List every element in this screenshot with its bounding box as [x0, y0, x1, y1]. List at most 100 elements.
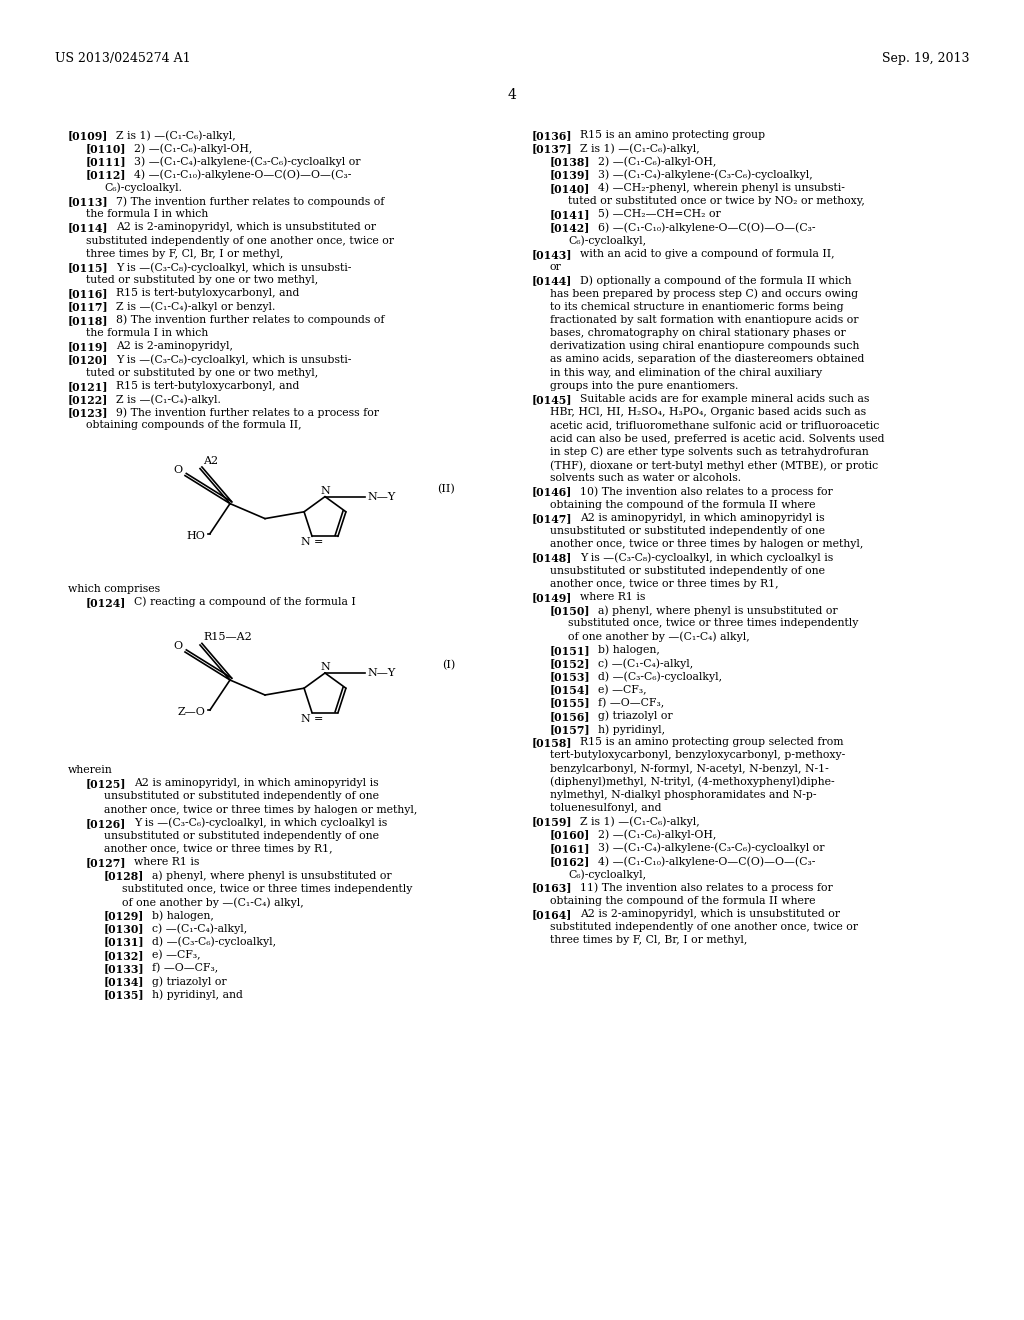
Text: substituted independently of one another once, twice or: substituted independently of one another… [86, 235, 394, 246]
Text: another once, twice or three times by halogen or methyl,: another once, twice or three times by ha… [550, 539, 863, 549]
Text: [0156]: [0156] [550, 710, 591, 722]
Text: A2 is 2-aminopyridyl, which is unsubstituted or: A2 is 2-aminopyridyl, which is unsubstit… [580, 908, 840, 919]
Text: as amino acids, separation of the diastereomers obtained: as amino acids, separation of the diaste… [550, 354, 864, 364]
Text: [0115]: [0115] [68, 261, 109, 273]
Text: unsubstituted or substituted independently of one: unsubstituted or substituted independent… [550, 525, 825, 536]
Text: 2) —(C₁-C₆)-alkyl-OH,: 2) —(C₁-C₆)-alkyl-OH, [134, 143, 252, 153]
Text: tert-butyloxycarbonyl, benzyloxycarbonyl, p-methoxy-: tert-butyloxycarbonyl, benzyloxycarbonyl… [550, 750, 845, 760]
Text: C₆)-cycloalkyl.: C₆)-cycloalkyl. [104, 182, 182, 193]
Text: [0154]: [0154] [550, 684, 591, 696]
Text: of one another by —(C₁-C₄) alkyl,: of one another by —(C₁-C₄) alkyl, [568, 631, 750, 642]
Text: [0163]: [0163] [532, 882, 572, 894]
Text: substituted once, twice or three times independently: substituted once, twice or three times i… [568, 618, 858, 628]
Text: 3) —(C₁-C₄)-alkylene-(C₃-C₆)-cycloalkyl,: 3) —(C₁-C₄)-alkylene-(C₃-C₆)-cycloalkyl, [598, 169, 813, 180]
Text: where R1 is: where R1 is [580, 591, 645, 602]
Text: A2 is 2-aminopyridyl,: A2 is 2-aminopyridyl, [116, 341, 233, 351]
Text: [0145]: [0145] [532, 393, 572, 405]
Text: [0160]: [0160] [550, 829, 591, 841]
Text: (THF), dioxane or tert-butyl methyl ether (MTBE), or protic: (THF), dioxane or tert-butyl methyl ethe… [550, 459, 879, 470]
Text: N: N [321, 663, 330, 672]
Text: Z is 1) —(C₁-C₆)-alkyl,: Z is 1) —(C₁-C₆)-alkyl, [580, 143, 699, 153]
Text: Sep. 19, 2013: Sep. 19, 2013 [883, 51, 970, 65]
Text: toluenesulfonyl, and: toluenesulfonyl, and [550, 803, 662, 813]
Text: of one another by —(C₁-C₄) alkyl,: of one another by —(C₁-C₄) alkyl, [122, 898, 304, 908]
Text: [0158]: [0158] [532, 737, 572, 748]
Text: HBr, HCl, HI, H₂SO₄, H₃PO₄, Organic based acids such as: HBr, HCl, HI, H₂SO₄, H₃PO₄, Organic base… [550, 407, 866, 417]
Text: [0162]: [0162] [550, 855, 591, 867]
Text: N: N [300, 537, 310, 548]
Text: 5) —CH₂—CH=CH₂ or: 5) —CH₂—CH=CH₂ or [598, 209, 721, 219]
Text: 4: 4 [508, 88, 516, 102]
Text: A2: A2 [203, 455, 218, 466]
Text: tuted or substituted once or twice by NO₂ or methoxy,: tuted or substituted once or twice by NO… [568, 195, 865, 206]
Text: [0122]: [0122] [68, 393, 109, 405]
Text: [0136]: [0136] [532, 129, 572, 141]
Text: 2) —(C₁-C₆)-alkyl-OH,: 2) —(C₁-C₆)-alkyl-OH, [598, 156, 717, 166]
Text: c) —(C₁-C₄)-alkyl,: c) —(C₁-C₄)-alkyl, [598, 657, 693, 668]
Text: A2 is 2-aminopyridyl, which is unsubstituted or: A2 is 2-aminopyridyl, which is unsubstit… [116, 222, 376, 232]
Text: h) pyridinyl,: h) pyridinyl, [598, 723, 666, 734]
Text: unsubstituted or substituted independently of one: unsubstituted or substituted independent… [550, 565, 825, 576]
Text: b) halogen,: b) halogen, [152, 911, 214, 921]
Text: Y is —(C₃-C₆)-cycloalkyl, in which cycloalkyl is: Y is —(C₃-C₆)-cycloalkyl, in which cyclo… [134, 818, 387, 829]
Text: C₆)-cycloalkyl,: C₆)-cycloalkyl, [568, 869, 646, 879]
Text: (diphenyl)methyl, N-trityl, (4-methoxyphenyl)diphe-: (diphenyl)methyl, N-trityl, (4-methoxyph… [550, 776, 835, 787]
Text: three times by F, Cl, Br, I or methyl,: three times by F, Cl, Br, I or methyl, [550, 935, 748, 945]
Text: three times by F, Cl, Br, I or methyl,: three times by F, Cl, Br, I or methyl, [86, 248, 284, 259]
Text: US 2013/0245274 A1: US 2013/0245274 A1 [55, 51, 190, 65]
Text: [0119]: [0119] [68, 341, 109, 352]
Text: the formula I in which: the formula I in which [86, 327, 208, 338]
Text: tuted or substituted by one or two methyl,: tuted or substituted by one or two methy… [86, 275, 318, 285]
Text: substituted independently of one another once, twice or: substituted independently of one another… [550, 921, 858, 932]
Text: [0155]: [0155] [550, 697, 591, 709]
Text: Y is —(C₃-C₈)-cycloalkyl, which is unsubsti-: Y is —(C₃-C₈)-cycloalkyl, which is unsub… [116, 261, 351, 272]
Text: acid can also be used, preferred is acetic acid. Solvents used: acid can also be used, preferred is acet… [550, 433, 885, 444]
Text: [0148]: [0148] [532, 552, 572, 564]
Text: [0138]: [0138] [550, 156, 591, 168]
Text: 3) —(C₁-C₄)-alkylene-(C₃-C₆)-cycloalkyl or: 3) —(C₁-C₄)-alkylene-(C₃-C₆)-cycloalkyl … [598, 842, 824, 853]
Text: [0137]: [0137] [532, 143, 572, 154]
Text: another once, twice or three times by R1,: another once, twice or three times by R1… [550, 578, 778, 589]
Text: R15 is an amino protecting group: R15 is an amino protecting group [580, 129, 765, 140]
Text: [0120]: [0120] [68, 354, 109, 366]
Text: 4) —CH₂-phenyl, wherein phenyl is unsubsti-: 4) —CH₂-phenyl, wherein phenyl is unsubs… [598, 182, 845, 193]
Text: [0125]: [0125] [86, 779, 127, 789]
Text: 4) —(C₁-C₁₀)-alkylene-O—C(O)—O—(C₃-: 4) —(C₁-C₁₀)-alkylene-O—C(O)—O—(C₃- [598, 855, 815, 866]
Text: derivatization using chiral enantiopure compounds such: derivatization using chiral enantiopure … [550, 341, 859, 351]
Text: [0140]: [0140] [550, 182, 591, 194]
Text: R15 is tert-butyloxycarbonyl, and: R15 is tert-butyloxycarbonyl, and [116, 380, 299, 391]
Text: d) —(C₃-C₆)-cycloalkyl,: d) —(C₃-C₆)-cycloalkyl, [598, 671, 722, 681]
Text: [0110]: [0110] [86, 143, 127, 154]
Text: Z is 1) —(C₁-C₆)-alkyl,: Z is 1) —(C₁-C₆)-alkyl, [116, 129, 236, 140]
Text: Z is 1) —(C₁-C₆)-alkyl,: Z is 1) —(C₁-C₆)-alkyl, [580, 816, 699, 826]
Text: [0121]: [0121] [68, 380, 109, 392]
Text: [0149]: [0149] [532, 591, 572, 603]
Text: =: = [314, 537, 324, 548]
Text: fractionated by salt formation with enantiopure acids or: fractionated by salt formation with enan… [550, 314, 858, 325]
Text: [0161]: [0161] [550, 842, 591, 854]
Text: 6) —(C₁-C₁₀)-alkylene-O—C(O)—O—(C₃-: 6) —(C₁-C₁₀)-alkylene-O—C(O)—O—(C₃- [598, 222, 815, 232]
Text: [0117]: [0117] [68, 301, 109, 313]
Text: obtaining the compound of the formula II where: obtaining the compound of the formula II… [550, 895, 815, 906]
Text: Suitable acids are for example mineral acids such as: Suitable acids are for example mineral a… [580, 393, 869, 404]
Text: the formula I in which: the formula I in which [86, 209, 208, 219]
Text: to its chemical structure in enantiomeric forms being: to its chemical structure in enantiomeri… [550, 301, 844, 312]
Text: O: O [174, 465, 183, 475]
Text: acetic acid, trifluoromethane sulfonic acid or trifluoroacetic: acetic acid, trifluoromethane sulfonic a… [550, 420, 880, 430]
Text: [0151]: [0151] [550, 644, 591, 656]
Text: bases, chromatography on chiral stationary phases or: bases, chromatography on chiral stationa… [550, 327, 846, 338]
Text: [0131]: [0131] [104, 937, 144, 948]
Text: Y is —(C₃-C₈)-cycloalkyl, which is unsubsti-: Y is —(C₃-C₈)-cycloalkyl, which is unsub… [116, 354, 351, 364]
Text: 11) The invention also relates to a process for: 11) The invention also relates to a proc… [580, 882, 833, 892]
Text: a) phenyl, where phenyl is unsubstituted or: a) phenyl, where phenyl is unsubstituted… [598, 605, 838, 615]
Text: A2 is aminopyridyl, in which aminopyridyl is: A2 is aminopyridyl, in which aminopyridy… [580, 512, 824, 523]
Text: [0153]: [0153] [550, 671, 591, 682]
Text: HO: HO [186, 531, 205, 541]
Text: h) pyridinyl, and: h) pyridinyl, and [152, 990, 243, 1001]
Text: 10) The invention also relates to a process for: 10) The invention also relates to a proc… [580, 486, 833, 496]
Text: [0127]: [0127] [86, 858, 127, 869]
Text: [0126]: [0126] [86, 818, 126, 829]
Text: e) —CF₃,: e) —CF₃, [152, 950, 201, 960]
Text: [0143]: [0143] [532, 248, 572, 260]
Text: =: = [314, 714, 324, 723]
